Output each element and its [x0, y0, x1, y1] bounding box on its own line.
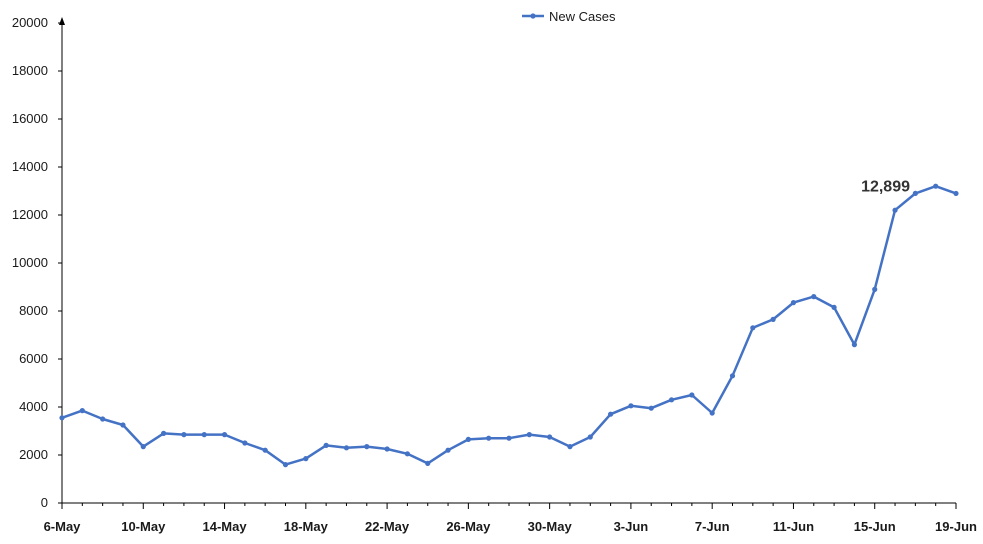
data-point — [79, 408, 85, 414]
y-axis-arrow — [59, 17, 65, 25]
data-point — [587, 434, 593, 440]
series-line — [61, 184, 957, 466]
y-tick-label: 2000 — [19, 447, 48, 462]
data-point — [831, 304, 837, 310]
annotations: 12,899 — [861, 178, 910, 195]
data-point — [364, 444, 370, 450]
data-point — [851, 342, 858, 348]
data-point — [120, 422, 126, 428]
series-new-cases — [59, 183, 959, 468]
legend-swatch-marker — [530, 13, 536, 19]
data-label: 12,899 — [861, 178, 910, 195]
data-point — [709, 410, 715, 416]
x-tick-label: 15-Jun — [854, 519, 896, 534]
x-tick-label: 3-Jun — [614, 519, 649, 534]
y-tick-label: 14000 — [12, 159, 48, 174]
legend-label: New Cases — [549, 9, 616, 24]
y-tick-label: 16000 — [12, 111, 48, 126]
data-point — [668, 397, 675, 403]
data-point — [750, 325, 756, 331]
x-tick-label: 19-Jun — [935, 519, 977, 534]
data-point — [303, 456, 309, 462]
data-point — [404, 451, 411, 457]
y-tick-label: 0 — [41, 495, 48, 510]
data-point — [689, 392, 695, 398]
data-point — [425, 460, 431, 466]
data-point — [445, 447, 451, 453]
x-tick-label: 18-May — [284, 519, 329, 534]
y-axis: 0 2000 4000 6000 8000 10000 12000 14000 16000 180… — [12, 15, 65, 510]
data-point — [465, 436, 471, 442]
data-point — [221, 432, 228, 438]
data-point — [343, 445, 350, 451]
data-point — [160, 430, 167, 436]
x-axis: 6-May 10-May 14-May 18-May 22-May 26-May 30-Ma… — [44, 502, 977, 534]
data-point — [933, 183, 939, 189]
data-point — [547, 434, 553, 440]
data-point — [201, 432, 207, 438]
data-point — [384, 446, 390, 452]
x-tick-label: 6-May — [44, 519, 82, 534]
y-tick-label: 12000 — [12, 207, 48, 222]
data-point — [790, 300, 797, 306]
data-point — [628, 403, 634, 409]
x-tick-label: 10-May — [121, 519, 166, 534]
data-point — [323, 442, 329, 448]
data-point — [770, 316, 776, 322]
data-point — [811, 294, 817, 300]
data-point — [892, 207, 898, 213]
y-tick-label: 18000 — [12, 63, 48, 78]
data-point — [181, 432, 187, 438]
data-point — [486, 435, 492, 441]
data-point — [648, 405, 654, 411]
x-tick-label: 11-Jun — [773, 519, 814, 534]
x-tick-label: 14-May — [203, 519, 248, 534]
x-tick-label: 7-Jun — [695, 519, 730, 534]
data-point — [262, 447, 268, 453]
data-point — [140, 444, 146, 450]
data-point — [282, 462, 289, 468]
data-point — [526, 432, 532, 438]
data-point — [872, 286, 878, 292]
data-point — [912, 190, 918, 196]
y-tick-label: 6000 — [19, 351, 48, 366]
x-tick-label: 30-May — [528, 519, 573, 534]
legend: New Cases — [522, 9, 616, 24]
data-point — [100, 416, 106, 422]
data-point — [506, 435, 512, 441]
y-tick-label: 4000 — [19, 399, 48, 414]
data-point — [953, 190, 959, 197]
y-tick-label: 8000 — [19, 303, 48, 318]
y-tick-label: 10000 — [12, 255, 48, 270]
x-tick-label: 22-May — [365, 519, 410, 534]
data-point — [729, 373, 736, 379]
x-tick-label: 26-May — [446, 519, 491, 534]
y-tick-label: 20000 — [12, 15, 48, 30]
data-point — [607, 411, 614, 417]
data-point — [242, 440, 248, 446]
data-point — [567, 444, 573, 450]
data-point — [59, 415, 65, 421]
